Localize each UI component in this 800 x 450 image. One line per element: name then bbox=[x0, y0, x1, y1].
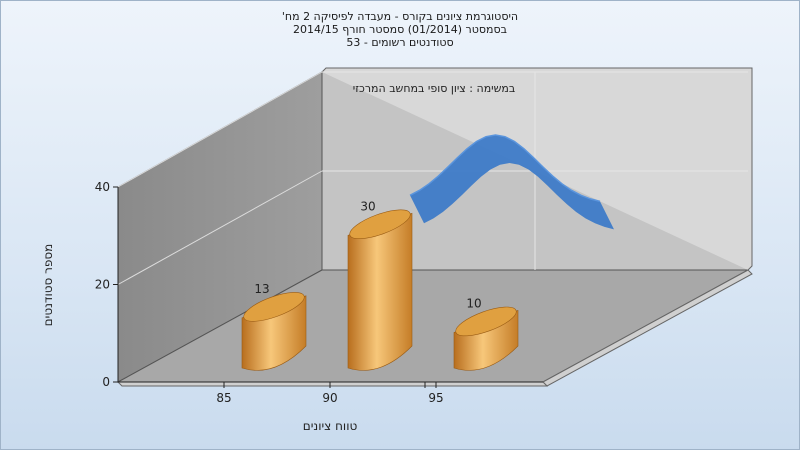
x-axis-label: טווח ציונים bbox=[303, 419, 358, 433]
chart-title-line-3: סטודנטים רשומים - 53 bbox=[346, 36, 454, 49]
x-tick-label: 90 bbox=[322, 391, 337, 405]
chart-title-line-2: בסמסטר (01/2014) סמסטר חורף 2014/15 bbox=[293, 23, 507, 36]
y-tick-label: 40 bbox=[95, 180, 110, 194]
y-tick-label: 20 bbox=[95, 278, 110, 292]
y-gridline-side bbox=[117, 170, 323, 285]
x-tick-label: 95 bbox=[428, 391, 443, 405]
bar-value-label: 13 bbox=[254, 282, 269, 296]
y-axis-label: מספר סטודנטים bbox=[41, 244, 55, 327]
bar-value-label: 30 bbox=[360, 199, 375, 213]
chart-subtitle: במשימה : ציון סופי במחשב המרכזי bbox=[353, 82, 516, 95]
bar: 30 bbox=[347, 199, 413, 371]
bar: 10 bbox=[453, 296, 519, 371]
y-gridline-side bbox=[117, 71, 323, 188]
x-tick-label: 85 bbox=[216, 391, 231, 405]
bar: 13 bbox=[241, 282, 307, 371]
chart-title-line-1: היסטוגרמת ציונים בקורס - מעבדה לפיסיקה 2… bbox=[281, 10, 519, 23]
y-tick-label: 0 bbox=[102, 375, 110, 389]
floor-front-edge bbox=[116, 381, 549, 387]
bar-value-label: 10 bbox=[466, 296, 481, 310]
distribution-curve bbox=[410, 135, 614, 230]
